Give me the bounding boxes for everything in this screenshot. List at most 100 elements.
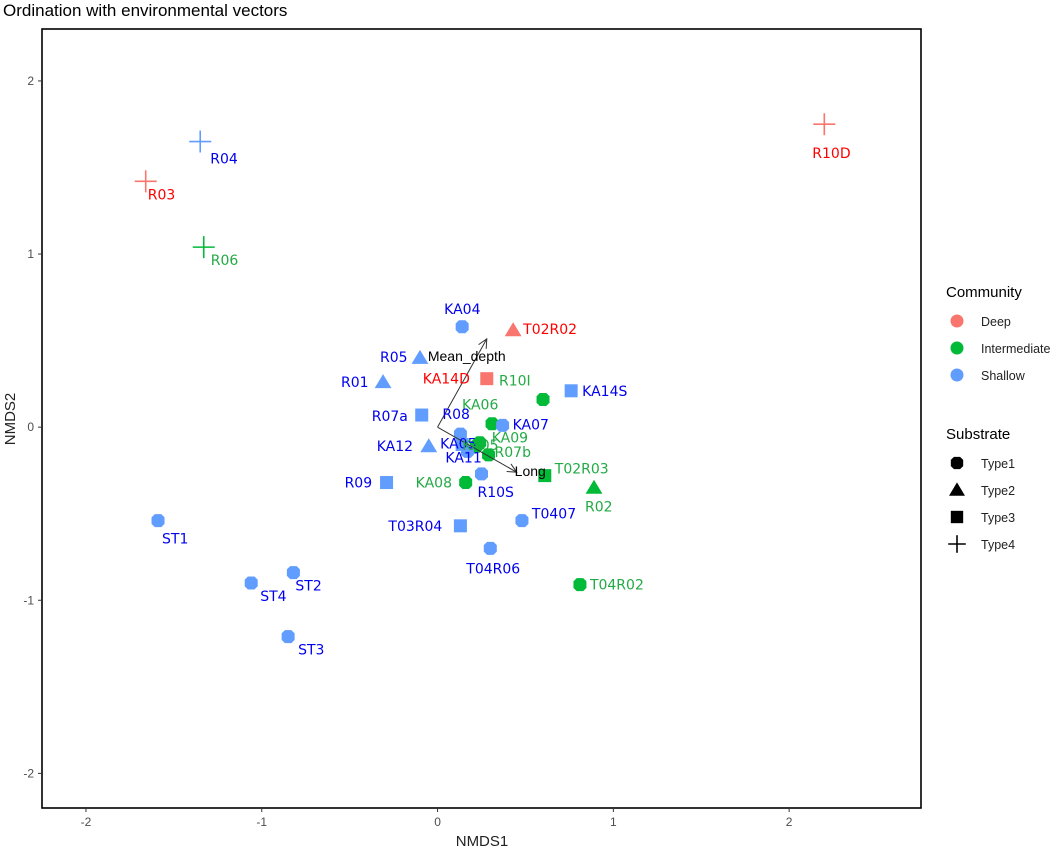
point-label-r06: R06	[211, 253, 239, 269]
vector-long	[437, 426, 517, 473]
point-label-st4: ST4	[260, 589, 286, 605]
point-label-r08: R08	[442, 407, 470, 423]
y-tick-label: -1	[23, 593, 34, 607]
legend-label-intermediate: Intermediate	[981, 342, 1051, 356]
legend-key-shallow	[950, 368, 964, 382]
point-label-ka08: KA08	[416, 476, 452, 492]
legend-label-type4: Type4	[981, 538, 1015, 552]
point-label-ka14d: KA14D	[423, 372, 470, 388]
x-tick-label: -1	[256, 815, 267, 829]
panel-border	[41, 28, 922, 809]
point-ka04	[455, 320, 469, 334]
point-label-r07b: R07b	[495, 445, 532, 461]
vector-mean-depth	[437, 338, 488, 428]
point-label-ka11: KA11	[445, 450, 481, 466]
point-ka08	[459, 476, 473, 490]
point-label-ka14s: KA14S	[582, 384, 627, 400]
x-tick-label: 0	[434, 815, 441, 829]
plot-area: -2 -1 0 1 2 -2 -1 0 1 2 Mean_depth Long R04 R03 R06 R10…	[23, 28, 922, 829]
point-label-r01: R01	[341, 375, 369, 391]
legend-community-title: Community	[946, 284, 1022, 301]
point-t03r04	[453, 519, 467, 533]
point-label-t04r02: T04R02	[589, 578, 644, 594]
point-t02r02	[504, 322, 522, 337]
x-axis-title: NMDS1	[456, 833, 509, 850]
point-label-t03r04: T03R04	[387, 519, 442, 535]
point-label-r10d: R10D	[812, 146, 850, 162]
y-tick-label: 2	[27, 74, 34, 88]
vector-label-long: Long	[515, 463, 546, 479]
point-r09	[380, 476, 394, 490]
point-ka11	[460, 444, 474, 458]
point-st4	[244, 576, 258, 590]
point-r10d	[813, 113, 836, 136]
chart-title: Ordination with environmental vectors	[3, 1, 287, 20]
point-t0407	[515, 514, 529, 528]
point-r01	[374, 374, 392, 389]
point-label-t04r06: T04R06	[465, 561, 520, 577]
point-label-st3: ST3	[298, 643, 324, 659]
point-r02	[585, 479, 603, 494]
point-t04r06	[483, 541, 497, 555]
point-st2	[286, 566, 300, 580]
point-t04r02	[573, 578, 587, 592]
legend-key-deep	[950, 314, 964, 328]
legend: Community Deep Intermediate Shallow Substrat…	[946, 284, 1051, 553]
point-st3	[281, 630, 295, 644]
point-ka12	[420, 438, 438, 453]
point-label-r10s: R10S	[478, 485, 515, 501]
point-ka14s	[564, 384, 578, 398]
legend-label-deep: Deep	[981, 315, 1011, 329]
point-t02r03	[538, 469, 552, 483]
point-label-ka07: KA07	[513, 417, 549, 433]
legend-key-type2	[949, 482, 965, 496]
point-r07a	[415, 408, 429, 422]
legend-key-type4	[948, 535, 966, 553]
point-label-t0407: T0407	[531, 507, 576, 523]
legend-substrate-title: Substrate	[946, 426, 1010, 443]
point-label-ka12: KA12	[377, 439, 413, 455]
x-tick-label: 2	[786, 815, 793, 829]
point-r10i	[536, 392, 550, 406]
y-tick-label: -2	[23, 766, 34, 780]
y-tick-label: 0	[27, 420, 34, 434]
vector-arrowhead	[506, 463, 518, 473]
point-label-r07a: R07a	[372, 409, 408, 425]
point-label-t02r03: T02R03	[554, 462, 609, 478]
point-ka07	[496, 418, 510, 432]
point-label-r10i: R10I	[499, 373, 531, 389]
point-r05	[411, 349, 429, 364]
vectors-layer: Mean_depth Long	[428, 337, 546, 479]
point-label-r04: R04	[210, 152, 238, 168]
point-label-ka05: KA05	[462, 438, 498, 454]
legend-key-intermediate	[950, 341, 964, 355]
legend-key-type1	[950, 456, 964, 470]
vector-label-mean-depth: Mean_depth	[428, 348, 506, 364]
point-r08	[453, 427, 467, 441]
point-label-r09: R09	[345, 476, 373, 492]
x-tick-label: 1	[610, 815, 617, 829]
legend-label-type1: Type1	[981, 457, 1015, 471]
vector-arrowhead	[478, 337, 488, 349]
point-r03	[134, 170, 157, 193]
point-label-r05: R05	[380, 350, 408, 366]
point-r04	[189, 130, 212, 153]
point-r06	[192, 236, 215, 259]
legend-label-type2: Type2	[981, 484, 1015, 498]
point-r10s	[475, 467, 488, 481]
point-label-r02: R02	[585, 500, 613, 516]
points-layer	[134, 113, 836, 644]
legend-key-type3	[950, 510, 964, 524]
point-label-ka05: KA05	[440, 436, 476, 452]
y-tick-label: 1	[27, 247, 34, 261]
legend-label-type3: Type3	[981, 511, 1015, 525]
point-label-r03: R03	[148, 187, 176, 203]
point-label-st1: ST1	[162, 532, 188, 548]
point-label-st2: ST2	[295, 579, 321, 595]
legend-label-shallow: Shallow	[981, 369, 1026, 383]
point-label-ka09: KA09	[492, 431, 528, 447]
point-label-ka06: KA06	[462, 398, 498, 414]
point-ka14d	[480, 372, 494, 386]
